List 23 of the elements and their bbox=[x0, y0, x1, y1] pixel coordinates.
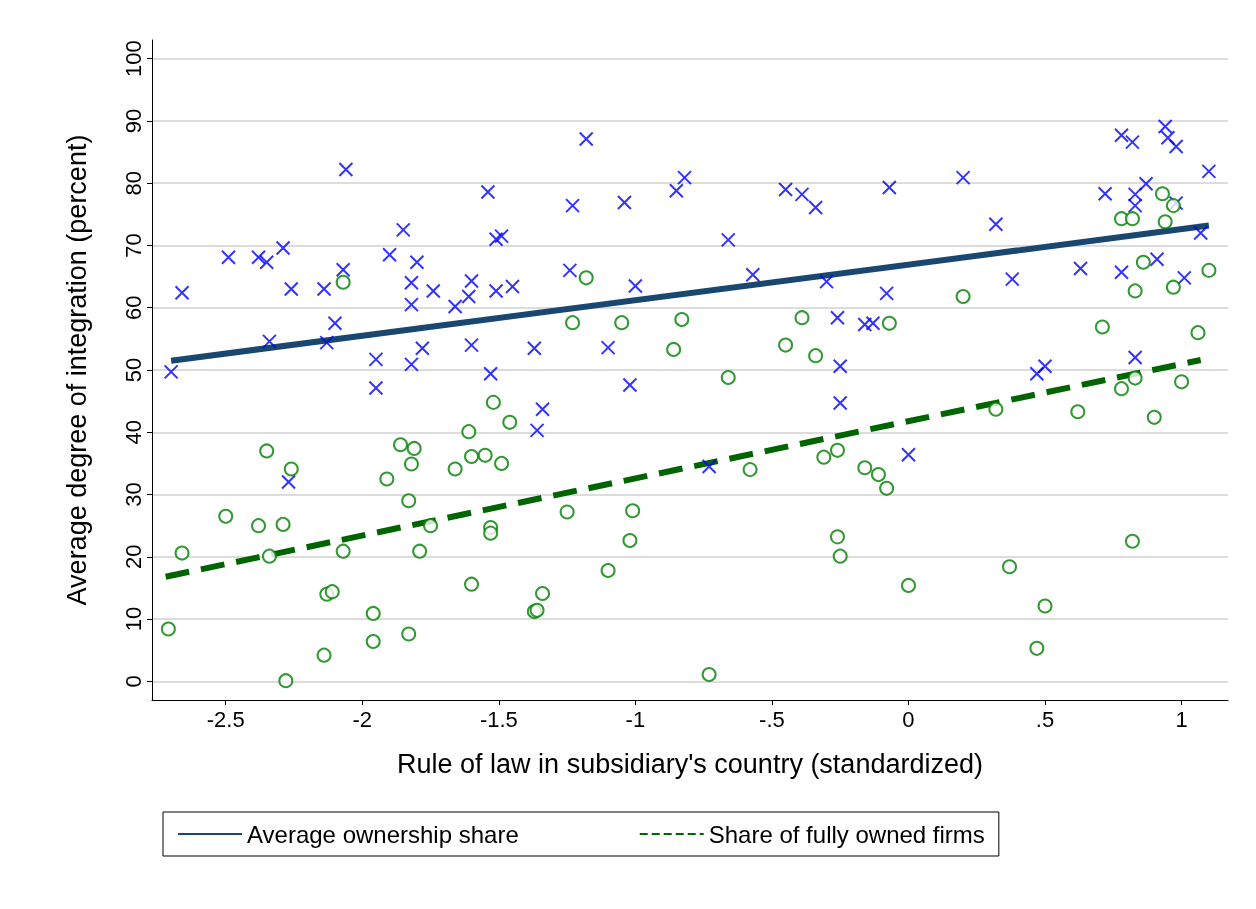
y-tick-label: 80 bbox=[120, 170, 146, 196]
x-tick-label: -.5 bbox=[759, 706, 785, 732]
legend-label: Share of fully owned firms bbox=[708, 820, 985, 848]
x-tick-label: -1.5 bbox=[479, 706, 518, 732]
y-tick-label: 100 bbox=[120, 40, 146, 78]
y-tick-label: 50 bbox=[120, 357, 146, 383]
x-tick-label: -1 bbox=[625, 706, 646, 732]
y-tick-label: 30 bbox=[120, 482, 146, 507]
y-tick-label: 20 bbox=[120, 544, 146, 570]
x-tick-label: -2.5 bbox=[206, 706, 245, 732]
x-tick-label: .5 bbox=[1035, 706, 1055, 732]
y-axis-title: Average degree of integration (percent) bbox=[61, 134, 92, 606]
x-axis-title: Rule of law in subsidiary's country (standardized) bbox=[397, 748, 983, 779]
y-tick-label: 0 bbox=[120, 675, 146, 688]
legend-label: Average ownership share bbox=[247, 820, 519, 848]
x-tick-label: -2 bbox=[352, 706, 373, 732]
y-tick-label: 10 bbox=[120, 606, 146, 632]
x-tick-label: 1 bbox=[1175, 706, 1188, 732]
y-tick-label: 40 bbox=[120, 420, 146, 445]
y-tick-label: 70 bbox=[120, 233, 146, 258]
y-tick-label: 90 bbox=[120, 108, 146, 134]
x-tick-label: 0 bbox=[902, 706, 915, 732]
y-tick-label: 60 bbox=[120, 295, 146, 320]
